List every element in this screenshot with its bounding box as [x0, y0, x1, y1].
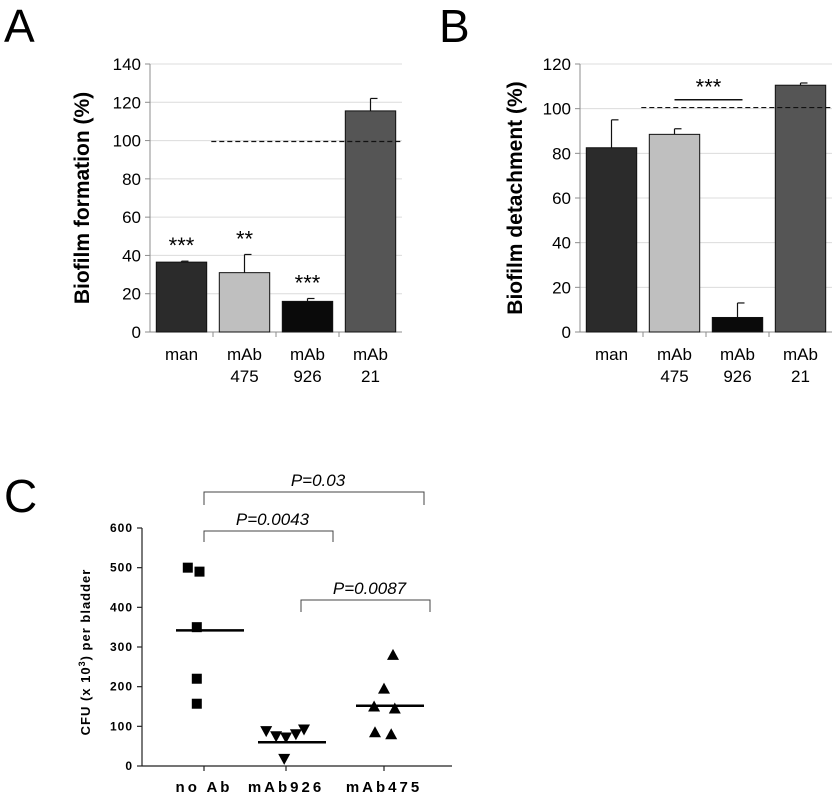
chart-a-category-label: mAb — [353, 345, 388, 364]
chart-b-y-tick-label: 0 — [562, 323, 571, 342]
chart-c-point-triangle-up — [369, 726, 381, 738]
chart-b-bar — [585, 147, 638, 333]
chart-b-y-tick-label: 120 — [543, 55, 571, 74]
chart-c-point-triangle-down — [289, 729, 302, 741]
chart-c-point-triangle-down — [278, 753, 291, 765]
chart-c-point-square — [191, 673, 202, 684]
chart-c-y-tick-label: 200 — [110, 680, 133, 694]
chart-c-comparison-bracket — [300, 599, 431, 612]
chart-b-category-label: mAb — [720, 345, 755, 364]
chart-b-biofilm-detachment: 0 20 40 60 80 100 120 man mAb 475 mAb 926 mAb 21 *** Bi… — [504, 55, 832, 386]
chart-c-point-square — [182, 562, 193, 573]
chart-c-category-label: mAb475 — [346, 779, 422, 796]
chart-c-point-triangle-up — [387, 648, 399, 660]
chart-c-cfu-per-bladder: 0 100 200 300 400 500 600 no Ab mAb926 mAb475 P=0.… — [77, 471, 452, 796]
chart-a-y-tick-label: 60 — [122, 208, 141, 227]
chart-c-point-triangle-up — [388, 702, 401, 714]
chart-b-category-label: man — [595, 345, 628, 364]
chart-a-y-axis-label: Biofilm formation (%) — [71, 92, 94, 304]
chart-c-point-square — [191, 622, 202, 633]
chart-b-y-tick-label: 40 — [552, 234, 571, 253]
chart-c-point-square — [194, 566, 205, 577]
chart-a-significance-label: *** — [169, 233, 195, 258]
chart-b-category-label: mAb — [657, 345, 692, 364]
chart-a-bar — [344, 110, 397, 333]
chart-a-y-tick-label: 0 — [132, 323, 141, 342]
chart-a-y-tick-label: 40 — [122, 246, 141, 265]
chart-a-bar — [218, 272, 271, 333]
chart-a-bar — [281, 300, 334, 333]
chart-b-significance-label: *** — [696, 75, 722, 100]
panel-letter-a: A — [4, 0, 35, 52]
chart-c-y-tick-label: 600 — [110, 521, 133, 535]
chart-c-category-label: no Ab — [176, 779, 233, 796]
chart-c-y-tick-label: 400 — [110, 600, 133, 614]
chart-b-bar — [774, 84, 827, 333]
chart-a-bar — [155, 261, 208, 333]
chart-b-y-tick-label: 100 — [543, 100, 571, 119]
chart-a-y-tick-label: 100 — [113, 132, 141, 151]
chart-b-category-label: 21 — [791, 367, 810, 386]
chart-c-y-tick-label: 500 — [110, 561, 133, 575]
chart-a-significance-label: ** — [236, 226, 254, 251]
panel-letter-b: B — [439, 0, 470, 52]
chart-a-category-label: mAb — [290, 345, 325, 364]
chart-c-y-axis-label: CFU (x 103) per bladder — [77, 569, 93, 736]
chart-b-y-tick-label: 80 — [552, 144, 571, 163]
chart-c-comparison-bracket — [203, 530, 334, 542]
chart-a-y-tick-label: 20 — [122, 285, 141, 304]
chart-c-point-triangle-down — [270, 731, 283, 743]
chart-c-point-square — [191, 698, 202, 709]
chart-b-y-tick-label: 60 — [552, 189, 571, 208]
chart-a-y-tick-label: 140 — [113, 55, 141, 74]
chart-b-y-tick-label: 20 — [552, 278, 571, 297]
chart-a-biofilm-formation: 0 20 40 60 80 100 120 140 man *** mAb 475 ** mAb 926 **… — [71, 55, 402, 386]
chart-a-category-label: 21 — [361, 367, 380, 386]
chart-c-p-value-label: P=0.0087 — [333, 579, 407, 598]
chart-b-category-label: 475 — [660, 367, 688, 386]
chart-a-category-label: mAb — [227, 345, 262, 364]
chart-c-category-label: mAb926 — [248, 779, 324, 796]
chart-a-y-tick-label: 80 — [122, 170, 141, 189]
chart-c-point-triangle-down — [280, 732, 292, 744]
chart-c-p-value-label: P=0.03 — [291, 471, 346, 490]
chart-a-category-label: 926 — [293, 367, 321, 386]
chart-c-y-tick-label: 0 — [125, 759, 133, 773]
chart-a-y-tick-label: 120 — [113, 93, 141, 112]
chart-b-category-label: 926 — [723, 367, 751, 386]
chart-b-category-label: mAb — [783, 345, 818, 364]
chart-c-point-triangle-up — [385, 728, 398, 740]
chart-c-comparison-bracket — [203, 491, 425, 505]
chart-c-y-tick-label: 100 — [110, 719, 133, 733]
chart-b-bar — [648, 133, 701, 333]
chart-c-y-tick-label: 300 — [110, 640, 133, 654]
chart-c-point-triangle-down — [260, 726, 273, 738]
chart-c-p-value-label: P=0.0043 — [236, 510, 310, 529]
chart-b-y-axis-label: Biofilm detachment (%) — [504, 81, 527, 314]
panel-letter-c: C — [4, 470, 37, 522]
chart-b-bar — [711, 316, 764, 333]
chart-a-significance-label: *** — [295, 271, 321, 296]
chart-a-category-label: man — [165, 345, 198, 364]
chart-a-category-label: 475 — [230, 367, 258, 386]
chart-c-point-triangle-down — [298, 724, 310, 736]
chart-c-point-triangle-up — [378, 682, 390, 694]
